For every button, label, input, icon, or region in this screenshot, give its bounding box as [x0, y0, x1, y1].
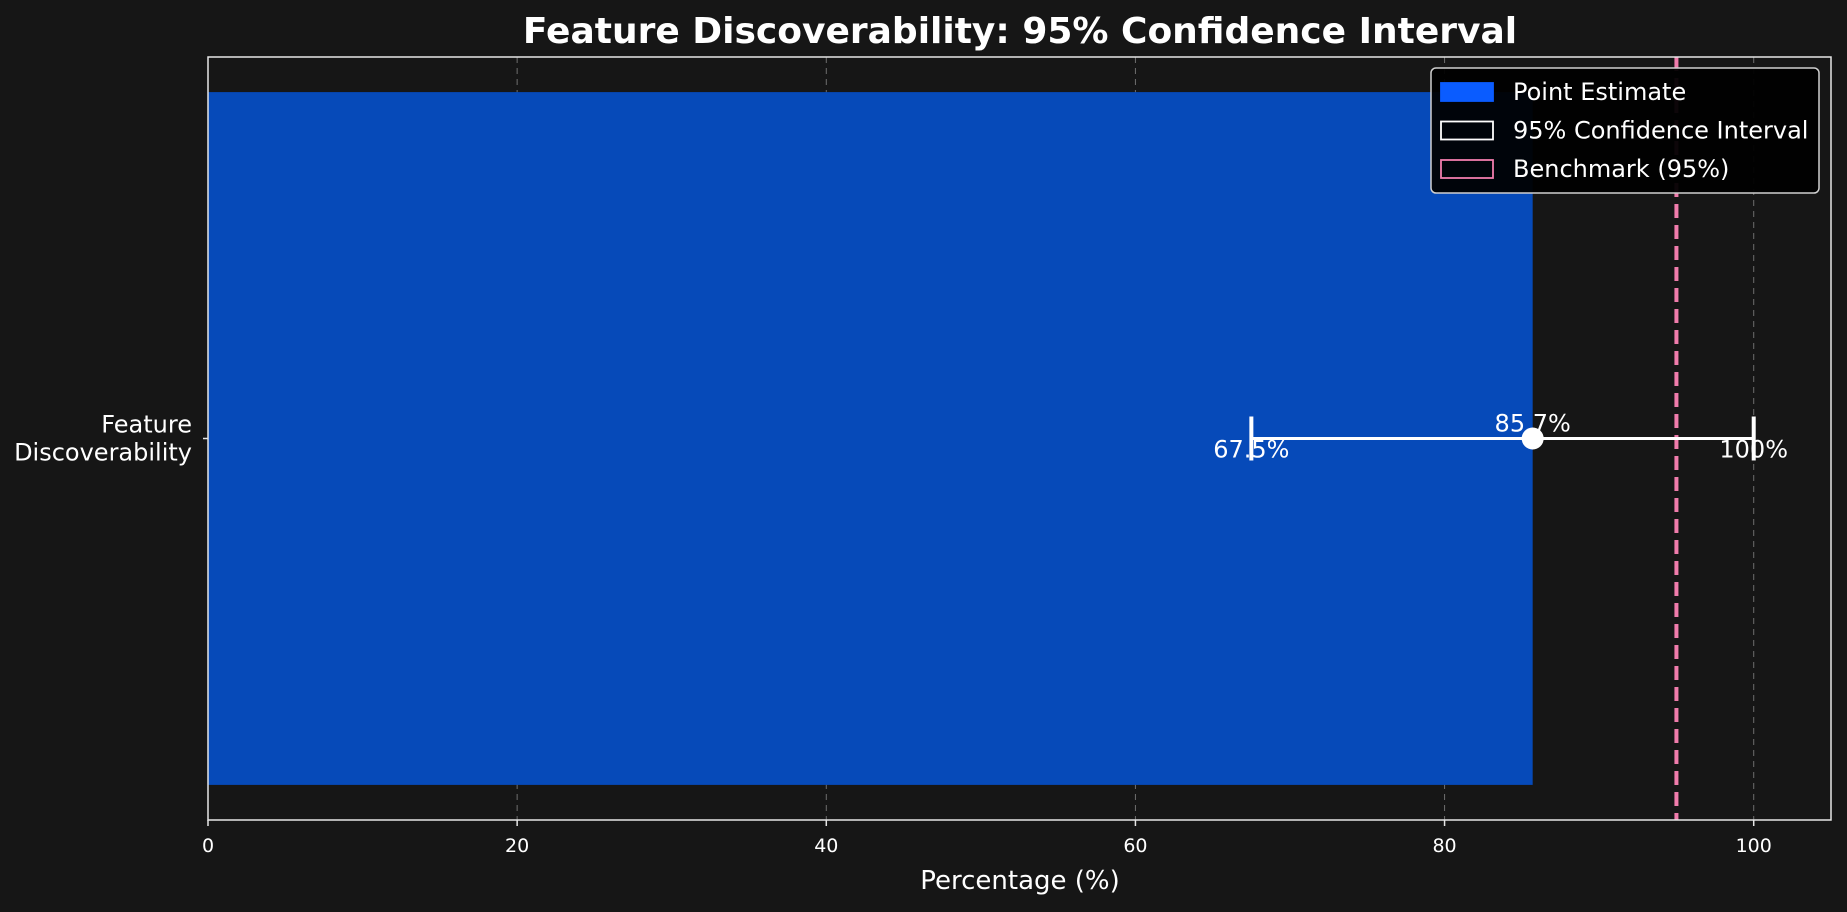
x-tick-label-80: 80	[1432, 835, 1456, 857]
confidence-interval: 85.7% 67.5% 100%	[1213, 410, 1788, 464]
legend-label-0: Point Estimate	[1513, 78, 1686, 106]
legend-swatch-1	[1440, 120, 1494, 141]
x-tick-label-100: 100	[1736, 835, 1772, 857]
y-tick-label-line-0: Feature	[101, 411, 192, 439]
legend-swatch-0	[1440, 82, 1494, 102]
x-axis-ticks: 0 20 40 60 80 100	[202, 820, 1772, 857]
y-tick-label-line-1: Discoverability	[14, 439, 192, 467]
x-tick-label-20: 20	[505, 835, 529, 857]
legend: Point Estimate 95% Confidence Interval Ben…	[1430, 67, 1820, 194]
legend-label-1: 95% Confidence Interval	[1513, 117, 1808, 145]
x-tick-label-40: 40	[814, 835, 838, 857]
point-estimate-0	[1521, 427, 1544, 450]
x-axis-label: Percentage (%)	[920, 866, 1120, 896]
x-tick-label-0: 0	[202, 835, 214, 857]
ci-upper-label-0: 100%	[1719, 436, 1788, 464]
legend-swatch-2	[1440, 159, 1494, 179]
chart-title: Feature Discoverability: 95% Confidence …	[523, 11, 1517, 52]
legend-box	[1430, 67, 1820, 194]
legend-label-2: Benchmark (95%)	[1513, 155, 1729, 183]
value-label-0: 85.7%	[1495, 410, 1571, 438]
x-tick-label-60: 60	[1123, 835, 1147, 857]
ci-lower-label-0: 67.5%	[1213, 436, 1289, 464]
